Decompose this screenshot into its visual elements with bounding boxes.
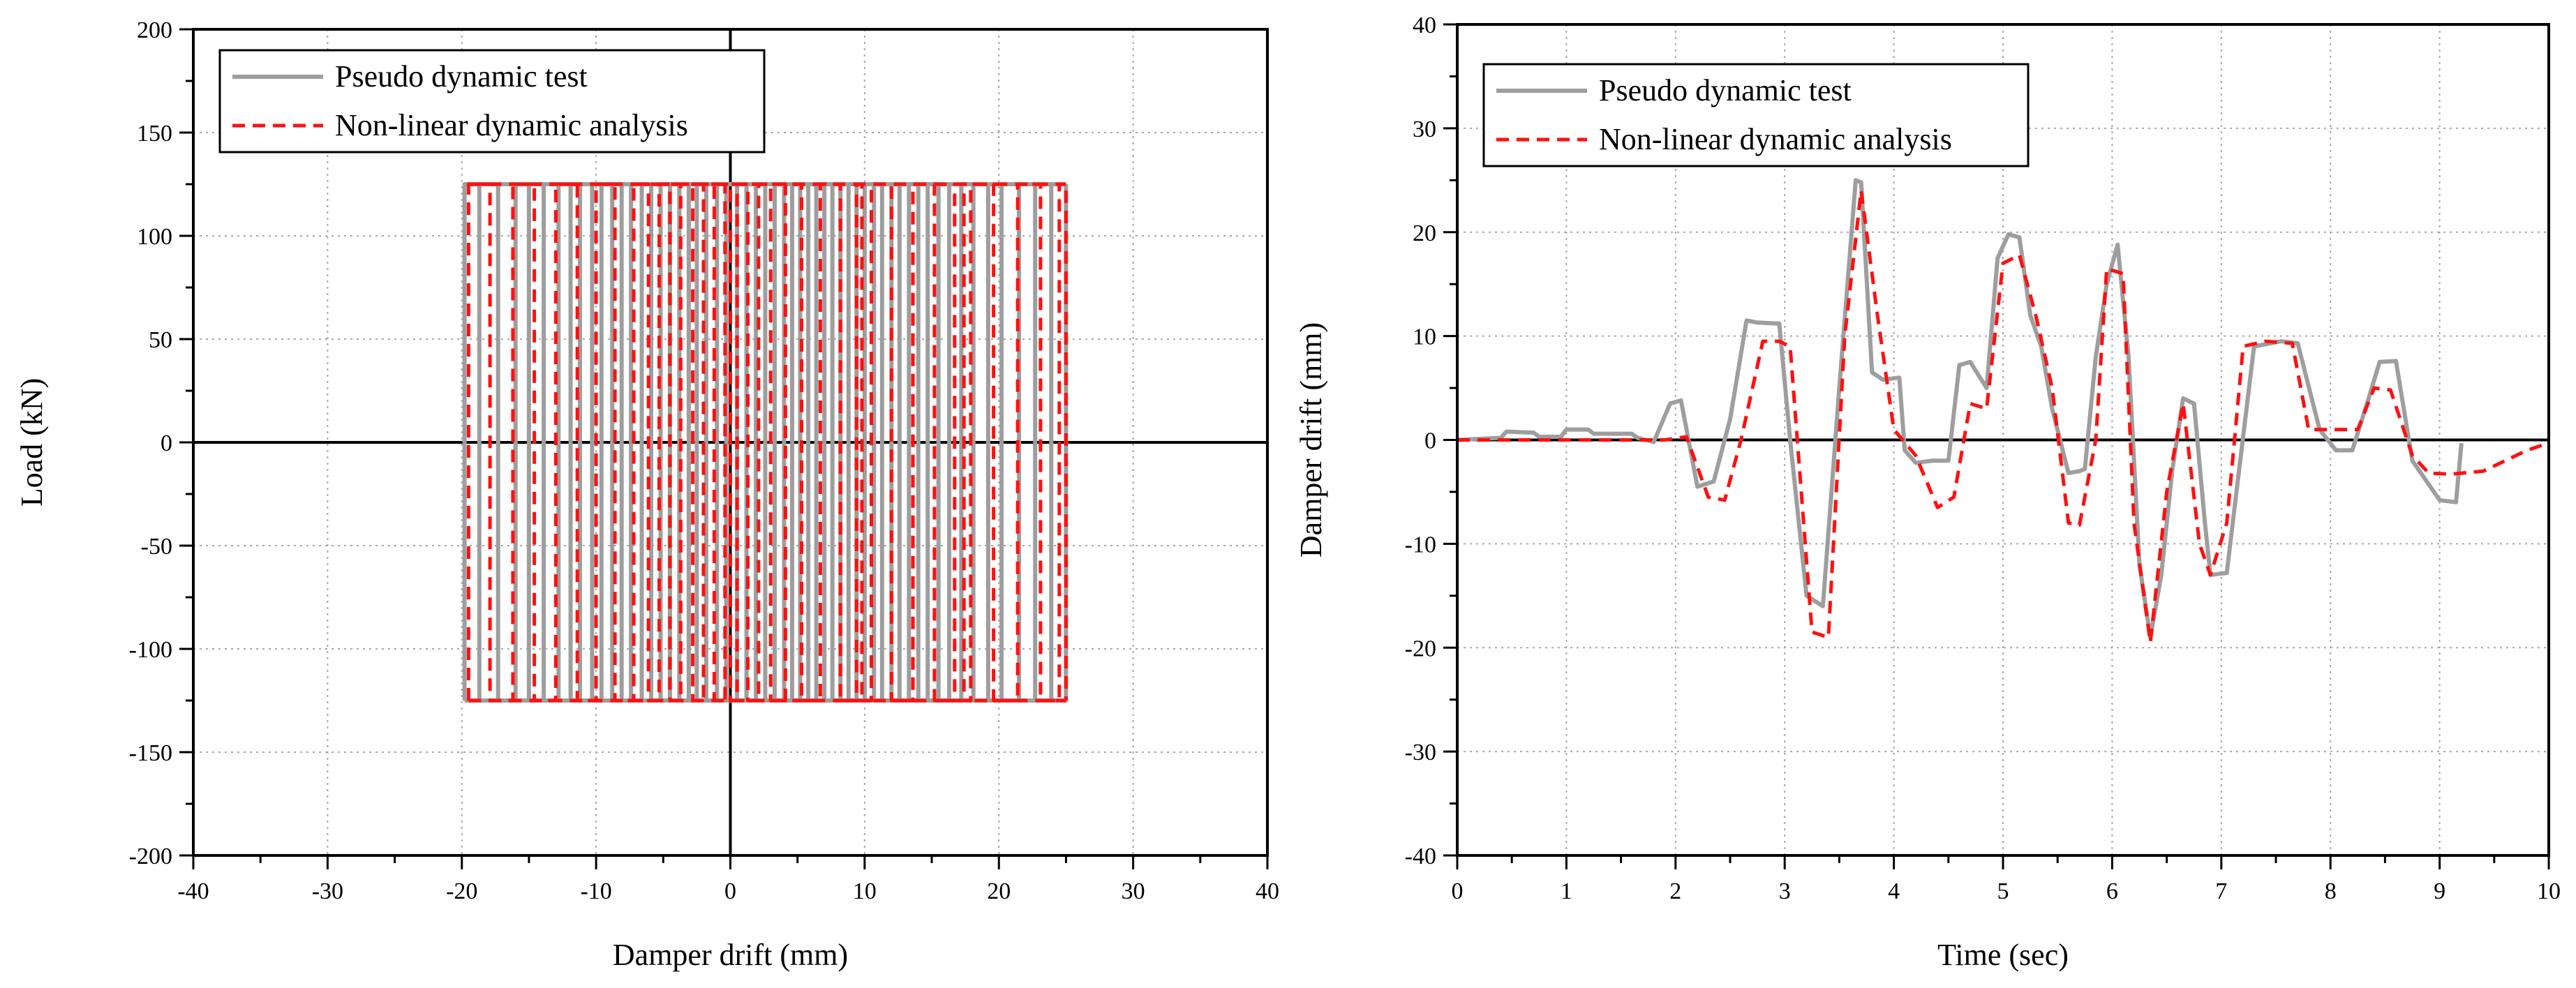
y-tick-label: 30: [1413, 117, 1436, 142]
x-tick-label: -40: [177, 878, 209, 904]
legend: Pseudo dynamic test Non-linear dynamic an…: [1482, 63, 2030, 167]
x-tick-label: 5: [1997, 878, 2009, 904]
x-tick-label: 1: [1561, 878, 1572, 904]
y-axis-title: Load (kN): [15, 378, 49, 507]
series-line-analysis: [1457, 188, 2549, 645]
x-tick-label: 10: [853, 878, 877, 904]
series-line-analysis: [466, 182, 1068, 703]
y-tick-label: -150: [129, 740, 172, 766]
y-tick-label: 200: [137, 17, 172, 43]
x-axis-title: Damper drift (mm): [613, 938, 848, 972]
x-tick-label: 40: [1256, 878, 1279, 904]
x-axis-title: Time (sec): [1937, 938, 2069, 972]
legend-box: [218, 49, 766, 154]
y-tick-label: 150: [137, 121, 172, 147]
y-tick-label: -50: [141, 534, 172, 560]
x-tick-label: 20: [987, 878, 1011, 904]
x-tick-label: 7: [2215, 878, 2227, 904]
y-tick-label: -10: [1405, 532, 1436, 557]
y-tick-label: -100: [129, 637, 172, 663]
y-tick-label: 40: [1413, 13, 1436, 38]
x-tick-label: -30: [312, 878, 343, 904]
legend-label-analysis: Non-linear dynamic analysis: [1599, 122, 1952, 156]
legend: Pseudo dynamic test Non-linear dynamic an…: [218, 49, 766, 154]
load-vs-drift-chart: -40 -30 -20 -10 0 10 20 30 40200150100500-50-100…: [15, 17, 1279, 972]
legend-label-analysis: Non-linear dynamic analysis: [335, 108, 688, 142]
series-line-test: [1457, 178, 2464, 640]
drift-vs-time-chart: 0 1 2 3 4 5 6 7 8 9 10 40 30 20 10 0 -10 -20 -30 -40 Time (s…: [1294, 13, 2561, 972]
y-axis-title: Damper drift (mm): [1294, 322, 1328, 557]
y-tick-label: 0: [1424, 428, 1436, 454]
x-tick-label: 8: [2325, 878, 2337, 904]
y-tick-label: 100: [137, 224, 172, 250]
x-tick-label: 2: [1669, 878, 1681, 904]
ticks: 0 1 2 3 4 5 6 7 8 9 10 40 30 20 10 0 -10 -20 -30 -40: [1405, 13, 2561, 904]
x-tick-label: 30: [1122, 878, 1145, 904]
y-tick-label: -30: [1405, 740, 1436, 765]
y-tick-label: 50: [149, 327, 172, 353]
y-tick-label: 20: [1413, 220, 1436, 246]
x-tick-label: 6: [2106, 878, 2118, 904]
y-tick-label: 10: [1413, 324, 1436, 350]
y-tick-label: 0: [161, 431, 172, 456]
y-tick-label: -200: [129, 844, 172, 869]
x-tick-label: -10: [580, 878, 611, 904]
x-tick-label: 10: [2537, 878, 2561, 904]
legend-label-test: Pseudo dynamic test: [335, 59, 588, 93]
x-tick-label: 9: [2434, 878, 2445, 904]
data-series: [462, 182, 1069, 703]
x-tick-label: -20: [446, 878, 477, 904]
y-tick-label: -20: [1405, 636, 1436, 661]
x-tick-label: 3: [1779, 878, 1791, 904]
legend-box: [1482, 63, 2030, 167]
legend-label-test: Pseudo dynamic test: [1599, 73, 1852, 107]
x-tick-label: 4: [1888, 878, 1900, 904]
ticks: -40 -30 -20 -10 0 10 20 30 40200150100500-50-100…: [129, 17, 1279, 904]
data-series: [1457, 178, 2549, 645]
y-tick-label: -40: [1405, 844, 1436, 869]
x-tick-label: 0: [724, 878, 736, 904]
x-tick-label: 0: [1452, 878, 1464, 904]
